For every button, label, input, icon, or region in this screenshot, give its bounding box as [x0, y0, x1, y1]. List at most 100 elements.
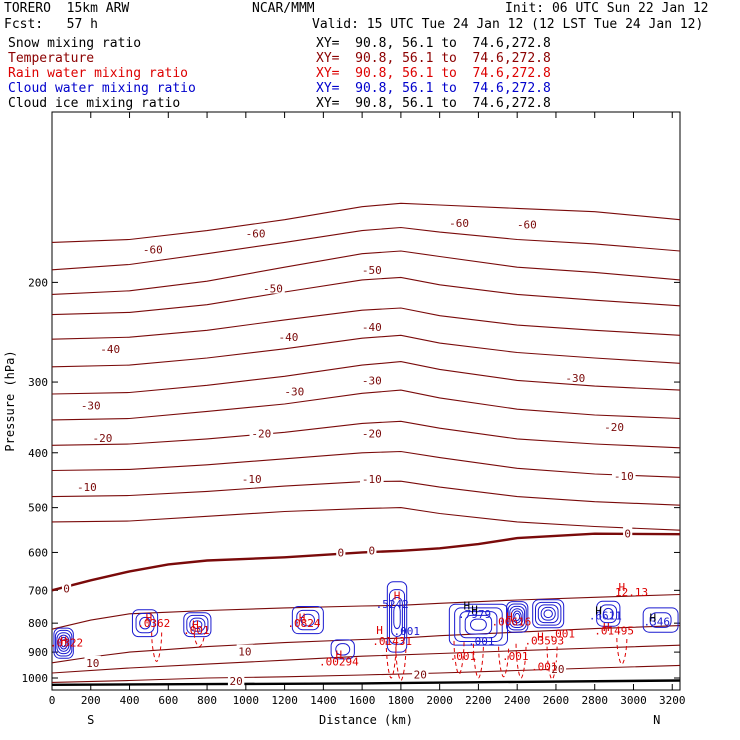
- x-tick-label: 3200: [659, 694, 686, 707]
- temperature-label-halo: [61, 581, 72, 594]
- temperature-contour: [51, 202, 681, 243]
- cloud-water-contour: [53, 627, 74, 659]
- temperature-label-halo: [78, 398, 103, 411]
- temperature-contour: [51, 420, 681, 449]
- temperature-label-halo: [360, 471, 384, 484]
- south-end-label: S: [87, 713, 94, 727]
- temperature-label-halo: [623, 526, 633, 539]
- cloud-water-contour: [599, 604, 618, 624]
- cloud-water-contour: [649, 612, 672, 628]
- temperature-label-halo: [360, 262, 384, 275]
- cloud-water-contour: [507, 603, 527, 631]
- field-xy-cloud-ice: XY= 90.8, 56.1 to 74.6,272.8: [316, 96, 551, 111]
- field-xy-cloud-water: XY= 90.8, 56.1 to 74.6,272.8: [316, 81, 551, 96]
- temperature-label: 0: [369, 544, 376, 557]
- maximum-marker: H: [471, 604, 478, 617]
- temperature-label: -40: [362, 321, 382, 334]
- field-name-cloud-water: Cloud water mixing ratio: [8, 81, 196, 96]
- temperature-label: -30: [284, 386, 304, 399]
- temperature-label-halo: [360, 426, 384, 439]
- maximum-marker: H: [603, 621, 610, 634]
- init-time: Init: 06 UTC Sun 22 Jan 12: [505, 1, 709, 16]
- maximum-marker: H: [376, 624, 383, 637]
- x-axis-title: Distance (km): [319, 713, 413, 727]
- maximum-marker: H: [506, 610, 513, 623]
- field-xy-temperature: XY= 90.8, 56.1 to 74.6,272.8: [316, 51, 551, 66]
- rain-water-label: .01431: [372, 635, 412, 648]
- temperature-contour: [51, 532, 681, 592]
- cloud-water-contour: [300, 613, 315, 627]
- maximum-marker: H: [336, 648, 343, 661]
- rain-water-label: .0362: [137, 617, 170, 630]
- x-tick-label: 1000: [233, 694, 260, 707]
- rain-water-label: .03593: [524, 634, 564, 647]
- cloud-water-contour: [388, 589, 406, 645]
- maximum-marker: H: [463, 600, 470, 613]
- temperature-contour: [51, 593, 681, 630]
- rain-water-label: .001: [450, 650, 477, 663]
- temperature-contour: [51, 389, 681, 421]
- temperature-label: -60: [449, 217, 469, 230]
- temperature-label-halo: [360, 373, 384, 386]
- cloud-water-contour: [60, 639, 67, 648]
- plot-frame: [51, 111, 681, 691]
- forecast-hour: Fcst: 57 h: [4, 17, 98, 32]
- cloud-water-contour: [543, 609, 553, 619]
- maximum-marker: H: [192, 619, 199, 632]
- temperature-label-halo: [276, 330, 301, 343]
- rain-water-contours: [151, 632, 628, 681]
- cloud-water-contour: [139, 616, 151, 630]
- temperature-label: -60: [517, 218, 537, 231]
- temperature-label-halo: [367, 543, 377, 556]
- temperature-label-halo: [140, 242, 165, 255]
- cloud-water-contour: [596, 600, 621, 627]
- temperature-label-halo: [84, 655, 101, 668]
- temperature-label: 0: [337, 546, 344, 559]
- cloud-water-contour: [514, 612, 521, 621]
- cloud-water-contour: [296, 609, 320, 631]
- x-tick-label: 800: [197, 694, 217, 707]
- y-tick-label: 500: [28, 502, 48, 515]
- north-end-label: N: [653, 713, 660, 727]
- y-tick-label: 600: [28, 546, 48, 559]
- temperature-label-halo: [515, 217, 539, 230]
- field-name-snow: Snow mixing ratio: [8, 36, 142, 51]
- temperature-label-halo: [227, 673, 245, 686]
- field-name-rain: Rain water mixing ratio: [8, 66, 189, 81]
- maximum-marker: H: [60, 634, 67, 647]
- temperature-label: -20: [604, 421, 624, 434]
- cloud-water-contours: [53, 581, 679, 660]
- temperature-label-halo: [611, 469, 636, 482]
- x-tick-label: 400: [120, 694, 140, 707]
- temperature-label: -50: [362, 264, 382, 277]
- rain-water-contour: [472, 643, 484, 679]
- maximum-marker: H: [537, 631, 544, 644]
- temperature-label: -20: [251, 428, 271, 441]
- temperature-label-halo: [249, 426, 274, 439]
- temperature-contour: [51, 625, 681, 664]
- temperature-label: -40: [100, 343, 120, 356]
- x-tick-label: 1200: [271, 694, 298, 707]
- temperature-label: -30: [362, 374, 382, 387]
- cloud-water-contour: [56, 632, 71, 655]
- x-tick-label: 1600: [349, 694, 376, 707]
- temperature-label: 20: [551, 663, 564, 676]
- temperature-label: -10: [614, 470, 634, 483]
- cloud-water-contour: [510, 608, 524, 626]
- field-xy-rain: XY= 90.8, 56.1 to 74.6,272.8: [316, 66, 551, 81]
- temperature-label: -50: [263, 282, 283, 295]
- temperature-label: -60: [143, 244, 163, 257]
- temperature-label: -30: [565, 372, 585, 385]
- temperature-contour: [51, 507, 681, 531]
- field-name-cloud-ice: Cloud ice mixing ratio: [8, 96, 181, 111]
- cloud-water-label: .5242: [376, 598, 409, 611]
- rain-water-contour: [151, 632, 163, 662]
- x-tick-label: 1800: [388, 694, 415, 707]
- cloud-water-contour: [330, 639, 355, 660]
- cloud-water-label: .6611: [589, 609, 622, 622]
- rain-water-label: 12.13: [615, 586, 648, 599]
- x-tick-label: 2600: [543, 694, 570, 707]
- y-tick-label: 1000: [22, 672, 49, 685]
- cloud-water-contour: [602, 607, 614, 620]
- temperature-label-halo: [90, 431, 115, 444]
